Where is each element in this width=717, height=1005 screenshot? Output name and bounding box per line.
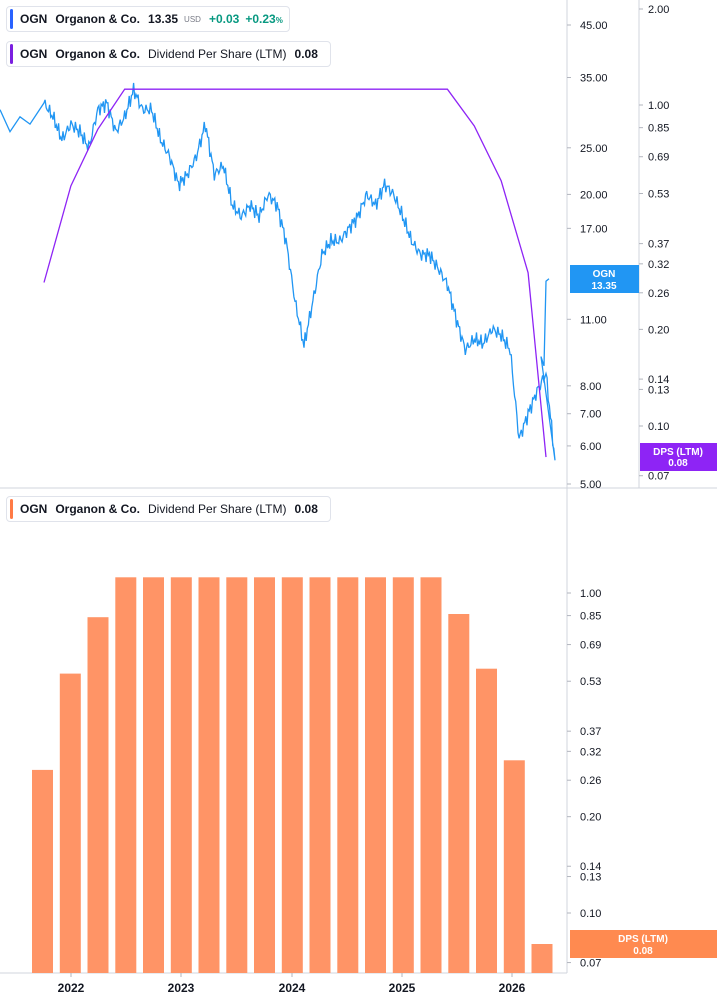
price-axis-tick-label: 6.00 (580, 441, 601, 453)
time-axis-tick-label: 2025 (389, 981, 416, 995)
dps-bar (531, 944, 553, 973)
dps-bar (32, 769, 53, 973)
dps-bar (254, 577, 275, 973)
legend-symbol: OGN (20, 502, 48, 516)
legend-change: +0.03 (208, 12, 240, 26)
bar-axis-tick-label: 1.00 (580, 588, 601, 600)
dps-bar (281, 577, 303, 973)
bar-axis-tick-label: 0.53 (580, 676, 601, 688)
dps-bar (337, 577, 359, 973)
bar-axis-tick-label: 0.69 (580, 640, 601, 652)
dps-axis-tick-label: 0.85 (648, 123, 669, 135)
dps-bar (309, 577, 331, 973)
time-axis-tick-label: 2024 (279, 981, 306, 995)
legend-indicator-name: Dividend Per Share (LTM) (148, 502, 287, 516)
dps-axis-tick-label: 0.10 (648, 421, 669, 433)
price-legend-swatch (10, 9, 13, 29)
dps-axis-tick-label: 0.69 (648, 152, 669, 164)
dps-bar (59, 673, 81, 973)
time-axis-tick-label: 2023 (168, 981, 195, 995)
time-axis-tick-label: 2026 (499, 981, 526, 995)
dps-bar (503, 760, 525, 973)
price-badge-value: 13.35 (591, 281, 616, 292)
bar-axis-tick-label: 0.37 (580, 726, 601, 738)
price-axis-tick-label: 5.00 (580, 479, 601, 491)
legend-company-name: Organon & Co. (55, 47, 141, 61)
dps-bar (420, 577, 442, 973)
bar-axis-tick-label: 0.13 (580, 872, 601, 884)
dps-bar (448, 614, 470, 973)
legend-symbol: OGN (20, 12, 48, 26)
dps-badge-top-value: 0.08 (668, 458, 688, 469)
price-legend[interactable]: OGN Organon & Co. 13.35 USD +0.03 +0.23% (6, 6, 290, 32)
legend-indicator-value: 0.08 (294, 502, 318, 516)
dps-badge-bottom-label: DPS (LTM) (618, 934, 668, 945)
legend-indicator-name: Dividend Per Share (LTM) (148, 47, 287, 61)
bar-axis-tick-label: 0.14 (580, 861, 601, 873)
dps-bar (365, 577, 386, 973)
bar-axis-tick-label: 0.07 (580, 958, 601, 970)
dps-badge-bottom-value: 0.08 (633, 946, 653, 957)
dps-bottom-legend-swatch (10, 499, 13, 519)
dps-bar (143, 577, 164, 973)
legend-currency: USD (184, 14, 201, 24)
bar-axis-tick-label: 0.26 (580, 775, 601, 787)
bar-axis-tick-label: 0.85 (580, 611, 601, 623)
dps-top-legend-swatch (10, 44, 13, 64)
bar-axis-tick-label: 0.10 (580, 908, 601, 920)
legend-symbol: OGN (20, 47, 48, 61)
dps-axis-tick-label: 0.37 (648, 239, 669, 251)
legend-change-pct-value: +0.23 (245, 12, 276, 26)
dps-bar (226, 577, 248, 973)
dps-series-line (43, 88, 547, 458)
dps-legend-top[interactable]: OGN Organon & Co. Dividend Per Share (LT… (6, 41, 331, 67)
dps-badge-bottom: DPS (LTM)0.08 (570, 930, 717, 958)
dps-axis-tick-label: 0.32 (648, 259, 669, 271)
price-axis-tick-label: 45.00 (580, 20, 608, 32)
price-axis-tick-label: 8.00 (580, 381, 601, 393)
dps-axis-tick-label: 2.00 (648, 4, 669, 16)
price-series-line (0, 82, 556, 461)
dps-axis-tick-label: 1.00 (648, 100, 669, 112)
dps-axis-tick-label: 0.13 (648, 384, 669, 396)
price-axis-tick-label: 35.00 (580, 72, 608, 84)
price-badge-bg (570, 265, 639, 293)
dps-badge-bottom-bg (570, 930, 717, 958)
price-axis-tick-label: 11.00 (580, 314, 607, 326)
dps-axis-tick-label: 0.14 (648, 374, 669, 386)
dps-bar (87, 617, 109, 973)
price-badge-label: OGN (593, 269, 616, 280)
legend-company-name: Organon & Co. (55, 502, 141, 516)
dps-badge-top: DPS (LTM)0.08 (640, 443, 717, 471)
dps-legend-bottom[interactable]: OGN Organon & Co. Dividend Per Share (LT… (6, 496, 331, 522)
time-axis-tick-label: 2022 (58, 981, 85, 995)
legend-last-price: 13.35 (148, 12, 179, 26)
dps-bar (115, 577, 137, 973)
dps-bar (392, 577, 414, 973)
dps-badge-top-label: DPS (LTM) (653, 447, 703, 458)
dps-bar (170, 577, 192, 973)
legend-change-pct: +0.23% (245, 12, 283, 26)
dps-bar (198, 577, 220, 973)
dps-axis-tick-label: 0.07 (648, 471, 669, 483)
dps-badge-top-bg (640, 443, 717, 471)
legend-indicator-value: 0.08 (294, 47, 318, 61)
price-axis-tick-label: 7.00 (580, 409, 601, 421)
dps-axis-tick-label: 0.53 (648, 189, 669, 201)
legend-pct-sign: % (275, 16, 283, 25)
price-axis-tick-label: 17.00 (580, 223, 608, 235)
price-axis-tick-label: 25.00 (580, 143, 608, 155)
dps-axis-tick-label: 0.26 (648, 288, 669, 300)
dps-axis-tick-label: 0.20 (648, 324, 669, 336)
bar-axis-tick-label: 0.32 (580, 746, 601, 758)
price-axis-tick-label: 20.00 (580, 189, 608, 201)
dps-bar (476, 668, 497, 973)
bar-axis-tick-label: 0.20 (580, 812, 601, 824)
legend-company-name: Organon & Co. (55, 12, 141, 26)
